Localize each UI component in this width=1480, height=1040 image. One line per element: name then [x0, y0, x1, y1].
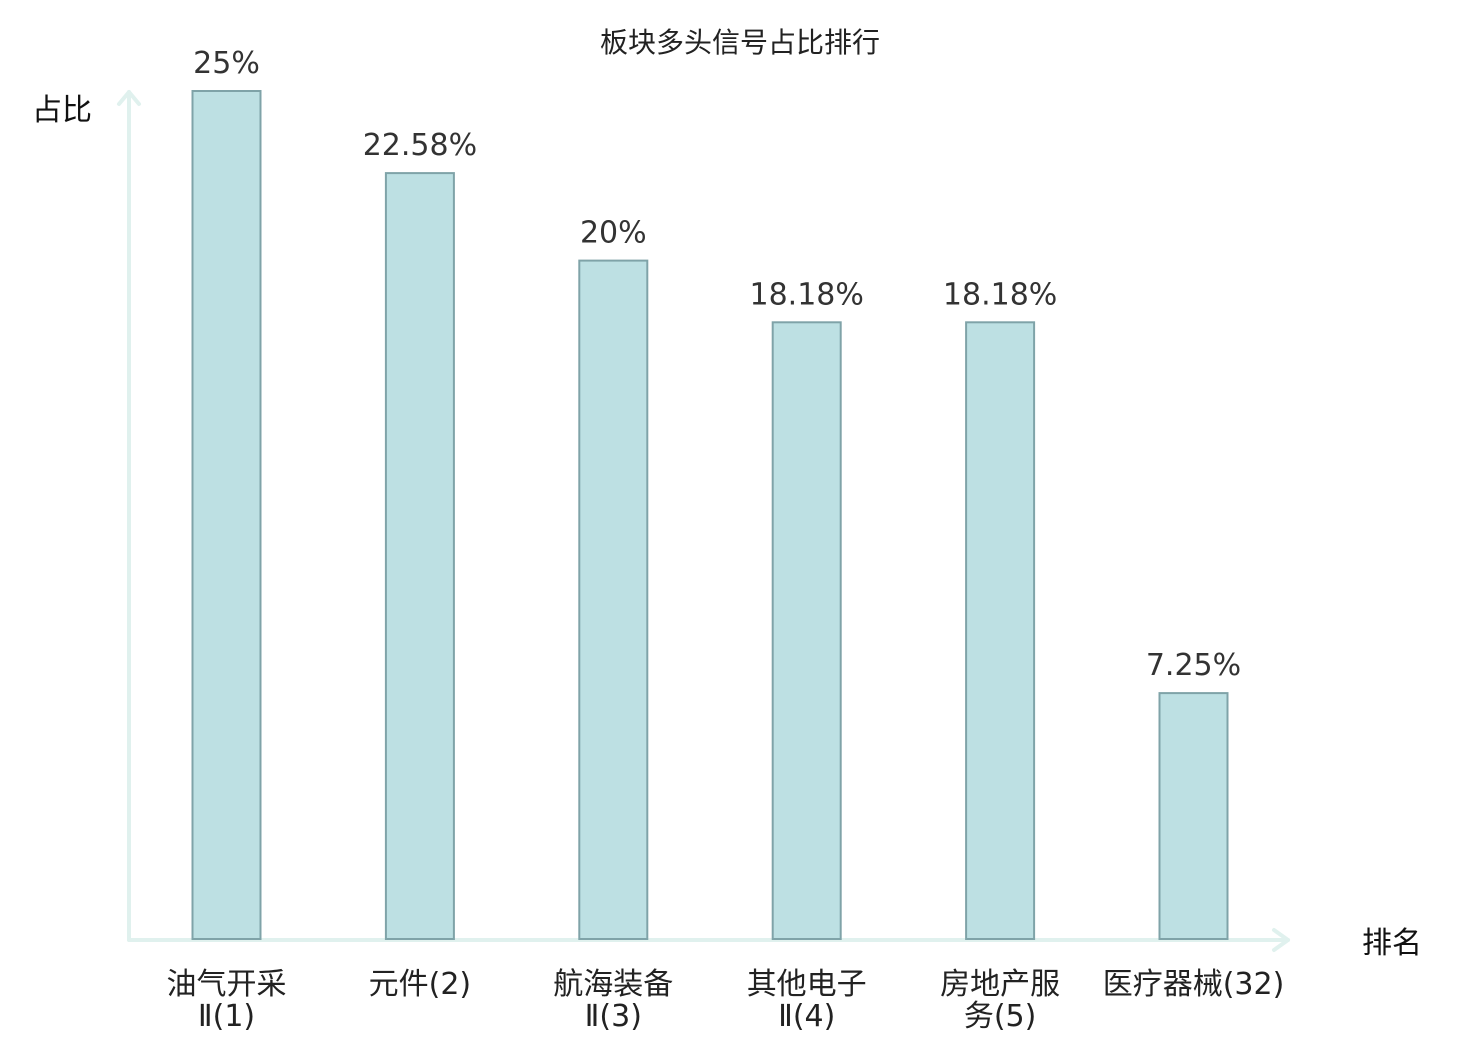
category-label-line: Ⅱ(3) — [585, 999, 642, 1034]
x-axis-label: 排名 — [1362, 926, 1422, 961]
category-label: 房地产服务(5) — [940, 967, 1060, 1034]
category-label: 其他电子 Ⅱ(4) — [747, 967, 867, 1034]
chart-title: 板块多头信号占比排行 — [600, 26, 880, 59]
category-label-line: 元件(2) — [369, 967, 472, 1002]
bar — [191, 90, 262, 940]
bar — [578, 259, 649, 941]
y-axis-arrow — [117, 90, 141, 106]
bars-group — [191, 90, 1229, 941]
bar — [1158, 692, 1229, 940]
bar — [965, 321, 1036, 940]
data-label: 18.18% — [943, 277, 1057, 312]
category-label: 油气开采 Ⅱ(1) — [167, 967, 287, 1034]
data-label: 20% — [580, 216, 647, 251]
y-axis-label: 占比 — [32, 93, 92, 128]
data-label: 25% — [193, 46, 260, 81]
category-label-line: Ⅱ(4) — [778, 999, 835, 1034]
category-label-line: 其他电子 — [747, 967, 867, 1002]
x-axis-arrow — [1272, 928, 1290, 952]
data-label: 7.25% — [1146, 648, 1241, 683]
category-label: 航海装备 Ⅱ(3) — [553, 967, 673, 1034]
category-label-line: 房地产服 — [940, 967, 1060, 1002]
data-label: 22.58% — [363, 128, 477, 163]
category-label-line: 医疗器械(32) — [1103, 967, 1285, 1002]
data-labels-group: 25% 22.58% 20% 18.18% 18.18% 7.25% — [193, 46, 1241, 683]
category-label: 元件(2) — [369, 967, 472, 1002]
axes — [117, 90, 1290, 952]
bar — [771, 321, 842, 940]
category-label-line: 务(5) — [964, 999, 1037, 1034]
category-label-line: Ⅱ(1) — [198, 999, 255, 1034]
data-label: 18.18% — [750, 277, 864, 312]
category-label-line: 油气开采 — [167, 967, 287, 1002]
category-label-line: 航海装备 — [553, 967, 673, 1002]
category-label: 医疗器械(32) — [1103, 967, 1285, 1002]
bar — [384, 172, 455, 941]
category-labels-group: 油气开采 Ⅱ(1) 元件(2) 航海装备 Ⅱ(3) 其他电子 Ⅱ(4) 房地产服务(5) 医疗器… — [167, 967, 1285, 1034]
